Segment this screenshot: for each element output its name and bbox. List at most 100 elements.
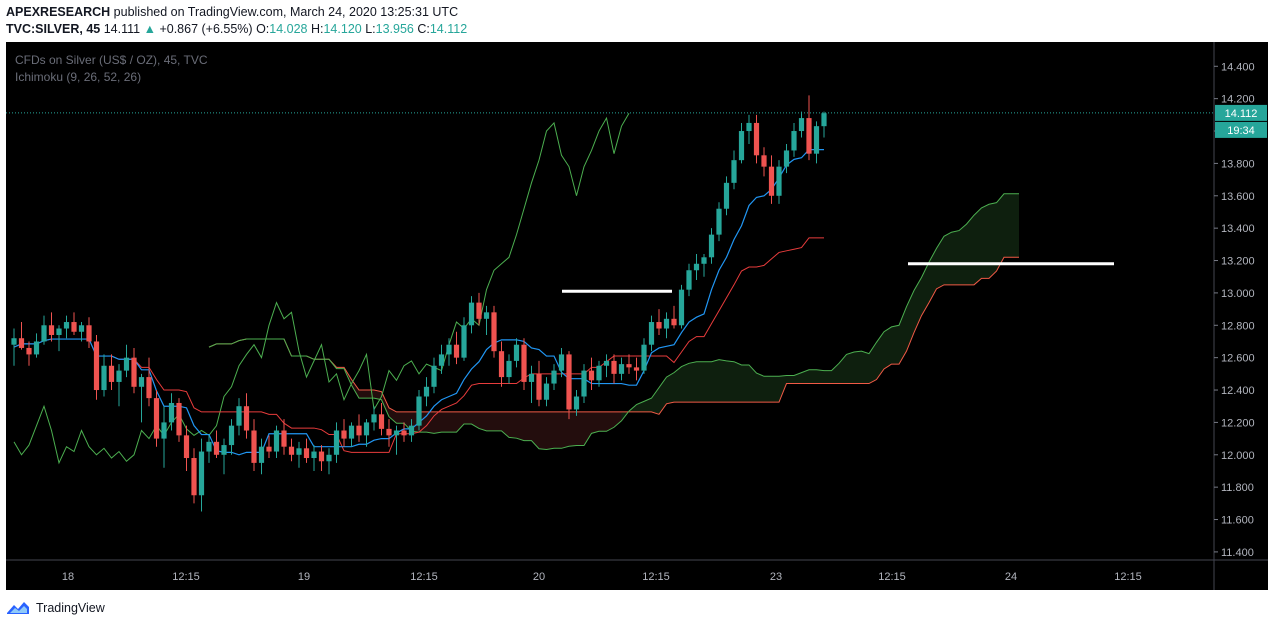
candle-body[interactable] [423,386,430,397]
candle-body[interactable] [813,126,820,154]
candle-body[interactable] [86,325,92,342]
legend-indicator[interactable]: Ichimoku (9, 26, 52, 26) [15,70,141,84]
candle-body[interactable] [768,166,775,196]
candle-body[interactable] [168,402,175,423]
candle-body[interactable] [716,208,722,235]
candle-body[interactable] [573,396,580,410]
candle-body[interactable] [543,383,550,400]
candle-body[interactable] [101,365,107,391]
candle-body[interactable] [326,454,332,462]
candle-body[interactable] [791,131,797,151]
candle-body[interactable] [453,344,460,358]
candle-body[interactable] [461,325,467,358]
plot-area[interactable] [6,42,1214,560]
candle-body[interactable] [558,354,565,371]
candle-body[interactable] [243,406,250,431]
candle-body[interactable] [33,341,40,355]
candle-body[interactable] [78,325,85,332]
candle-body[interactable] [273,430,280,452]
publisher-name[interactable]: APEXRESEARCH [6,5,111,19]
candle-body[interactable] [663,318,670,329]
candle-body[interactable] [153,398,160,439]
candle-body[interactable] [588,370,595,381]
candle-body[interactable] [11,338,17,345]
candle-body[interactable] [236,406,242,426]
candle-body[interactable] [416,396,422,426]
candle-body[interactable] [401,430,407,436]
candle-body[interactable] [93,341,100,391]
candle-body[interactable] [393,430,400,436]
candle-body[interactable] [513,344,520,361]
candle-body[interactable] [356,425,362,436]
candle-body[interactable] [476,302,482,319]
candle-body[interactable] [108,365,115,382]
candle-body[interactable] [123,357,130,371]
candle-body[interactable] [536,373,542,400]
candle-body[interactable] [611,360,617,374]
candle-body[interactable] [678,289,685,326]
candle-body[interactable] [438,354,445,366]
candle-body[interactable] [41,325,47,342]
candle-body[interactable] [731,160,737,183]
price-chart[interactable]: 14.40014.20014.00013.80013.60013.40013.2… [6,42,1268,590]
candle-body[interactable] [783,150,790,167]
candle-body[interactable] [701,257,707,264]
candle-body[interactable] [798,118,805,132]
candle-body[interactable] [131,357,137,387]
candle-body[interactable] [56,328,62,335]
candle-body[interactable] [498,351,505,378]
candle-body[interactable] [161,422,167,439]
candle-body[interactable] [176,402,182,436]
candle-body[interactable] [333,430,340,455]
candle-body[interactable] [806,118,812,154]
candle-body[interactable] [746,122,752,132]
candle-body[interactable] [581,370,587,397]
candle-body[interactable] [198,451,205,496]
candle-body[interactable] [566,354,572,410]
candle-body[interactable] [363,422,370,436]
candle-body[interactable] [656,322,662,329]
candle-body[interactable] [738,131,745,161]
candle-body[interactable] [723,182,730,209]
candle-body[interactable] [693,263,700,271]
candle-body[interactable] [626,364,632,368]
candle-body[interactable] [26,347,32,355]
footer-brand[interactable]: TradingView [36,601,105,615]
candle-body[interactable] [468,302,475,326]
candle-body[interactable] [311,451,317,459]
candle-body[interactable] [146,377,152,399]
candle-body[interactable] [641,344,647,371]
candle-body[interactable] [671,318,677,326]
candle-body[interactable] [753,122,760,156]
candle-body[interactable] [288,446,295,455]
candle-body[interactable] [618,364,625,374]
candle-body[interactable] [63,322,70,329]
candle-body[interactable] [251,430,257,463]
candle-body[interactable] [318,451,325,462]
candle-body[interactable] [206,441,212,452]
candle-body[interactable] [378,414,385,429]
tradingview-logo-icon[interactable] [6,601,30,615]
candle-body[interactable] [348,425,355,439]
candle-body[interactable] [183,435,190,459]
candle-body[interactable] [521,344,527,382]
candle-body[interactable] [491,312,497,352]
candle-body[interactable] [341,430,347,439]
candle-body[interactable] [431,365,437,387]
candle-body[interactable] [303,448,310,459]
candle-body[interactable] [48,325,55,335]
candle-body[interactable] [116,370,122,382]
candle-body[interactable] [138,377,145,387]
candle-body[interactable] [228,425,235,446]
candle-body[interactable] [408,425,415,436]
candle-body[interactable] [776,166,782,196]
candle-body[interactable] [371,414,377,423]
candle-body[interactable] [191,458,197,496]
candle-body[interactable] [386,428,392,436]
candle-body[interactable] [708,234,715,258]
candle-body[interactable] [551,370,557,384]
candle-body[interactable] [596,365,602,381]
candle-body[interactable] [603,360,610,366]
candle-body[interactable] [761,155,767,167]
candle-body[interactable] [633,367,640,371]
